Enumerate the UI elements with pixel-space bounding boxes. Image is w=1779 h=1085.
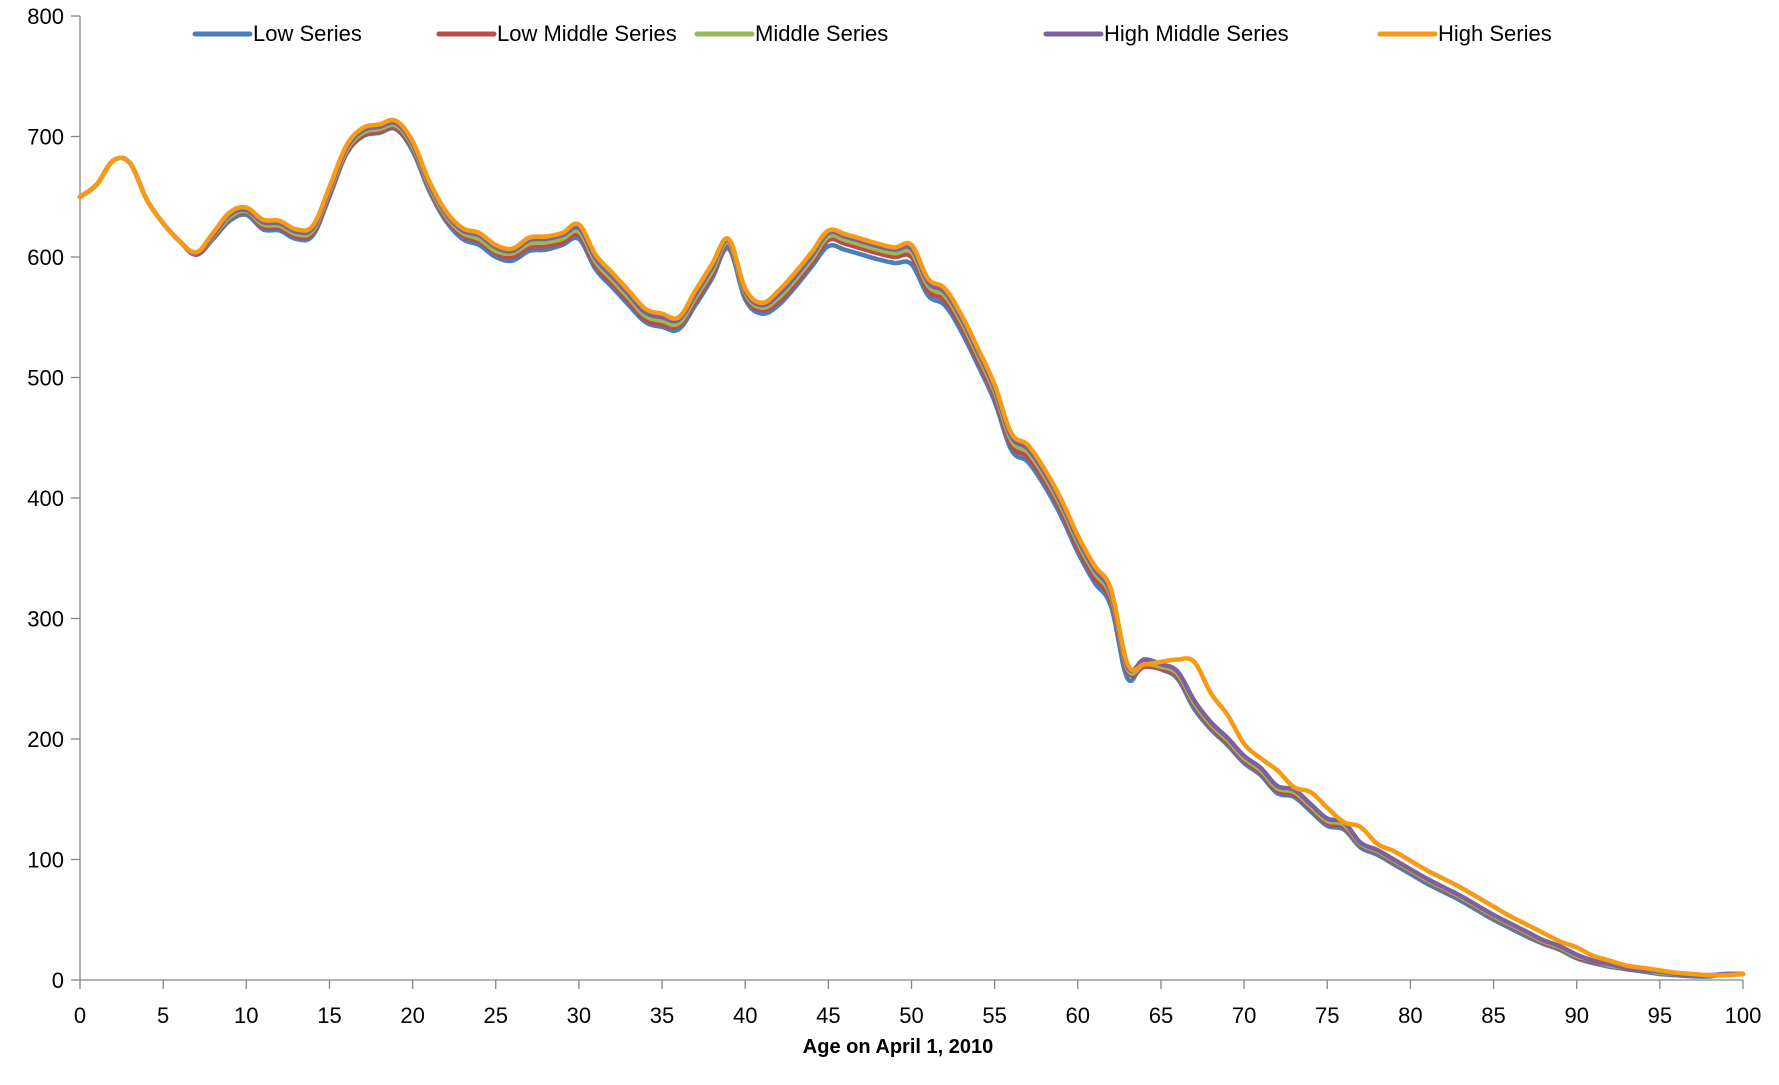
legend-item-high-series: High Series [1377, 21, 1552, 46]
x-tick-label: 60 [1066, 1003, 1090, 1028]
legend-item-middle-series: Middle Series [694, 21, 888, 46]
y-tick-label: 700 [27, 125, 64, 150]
y-tick-label: 200 [27, 727, 64, 752]
series-lines [77, 117, 1746, 979]
y-tick-label: 100 [27, 848, 64, 873]
x-tick-label: 70 [1232, 1003, 1256, 1028]
x-tick-label: 90 [1564, 1003, 1588, 1028]
series-line-middle-series [77, 122, 1746, 978]
legend-label: Middle Series [755, 21, 888, 46]
x-tick-label: 100 [1725, 1003, 1762, 1028]
x-tick-label: 0 [74, 1003, 86, 1028]
y-tick-label: 300 [27, 607, 64, 632]
y-tick-label: 600 [27, 245, 64, 270]
legend: Low Series Low Middle Series Middle Series… [192, 21, 1552, 46]
legend-item-low-middle-series: Low Middle Series [436, 21, 677, 46]
x-tick-label: 85 [1481, 1003, 1505, 1028]
x-tick-label: 95 [1648, 1003, 1672, 1028]
x-tick-label: 10 [234, 1003, 258, 1028]
legend-label: High Middle Series [1104, 21, 1289, 46]
legend-label: Low Series [253, 21, 362, 46]
x-tick-label: 5 [157, 1003, 169, 1028]
x-tick-label: 25 [484, 1003, 508, 1028]
x-tick-label: 80 [1398, 1003, 1422, 1028]
legend-item-low-series: Low Series [192, 21, 362, 46]
series-line-high-series [77, 117, 1746, 978]
x-tick-label: 40 [733, 1003, 757, 1028]
y-tick-label: 0 [52, 968, 64, 993]
x-tick-label: 55 [982, 1003, 1006, 1028]
x-tick-label: 45 [816, 1003, 840, 1028]
x-tick-label: 50 [899, 1003, 923, 1028]
axes: 0 100 200 300 400 500 600 700 800 0 5 10 15 20 25 30 35 4… [27, 4, 1761, 1028]
x-tick-label: 30 [567, 1003, 591, 1028]
x-tick-label: 65 [1149, 1003, 1173, 1028]
x-tick-label: 75 [1315, 1003, 1339, 1028]
legend-label: High Series [1438, 21, 1552, 46]
x-tick-label: 35 [650, 1003, 674, 1028]
series-line-high-middle-series [77, 120, 1746, 978]
y-tick-label: 500 [27, 366, 64, 391]
legend-label: Low Middle Series [497, 21, 677, 46]
x-tick-label: 20 [400, 1003, 424, 1028]
y-tick-label: 400 [27, 486, 64, 511]
x-axis-title: Age on April 1, 2010 [803, 1036, 993, 1058]
legend-item-high-middle-series: High Middle Series [1043, 21, 1289, 46]
x-tick-label: 15 [317, 1003, 341, 1028]
y-tick-label: 800 [27, 4, 64, 29]
